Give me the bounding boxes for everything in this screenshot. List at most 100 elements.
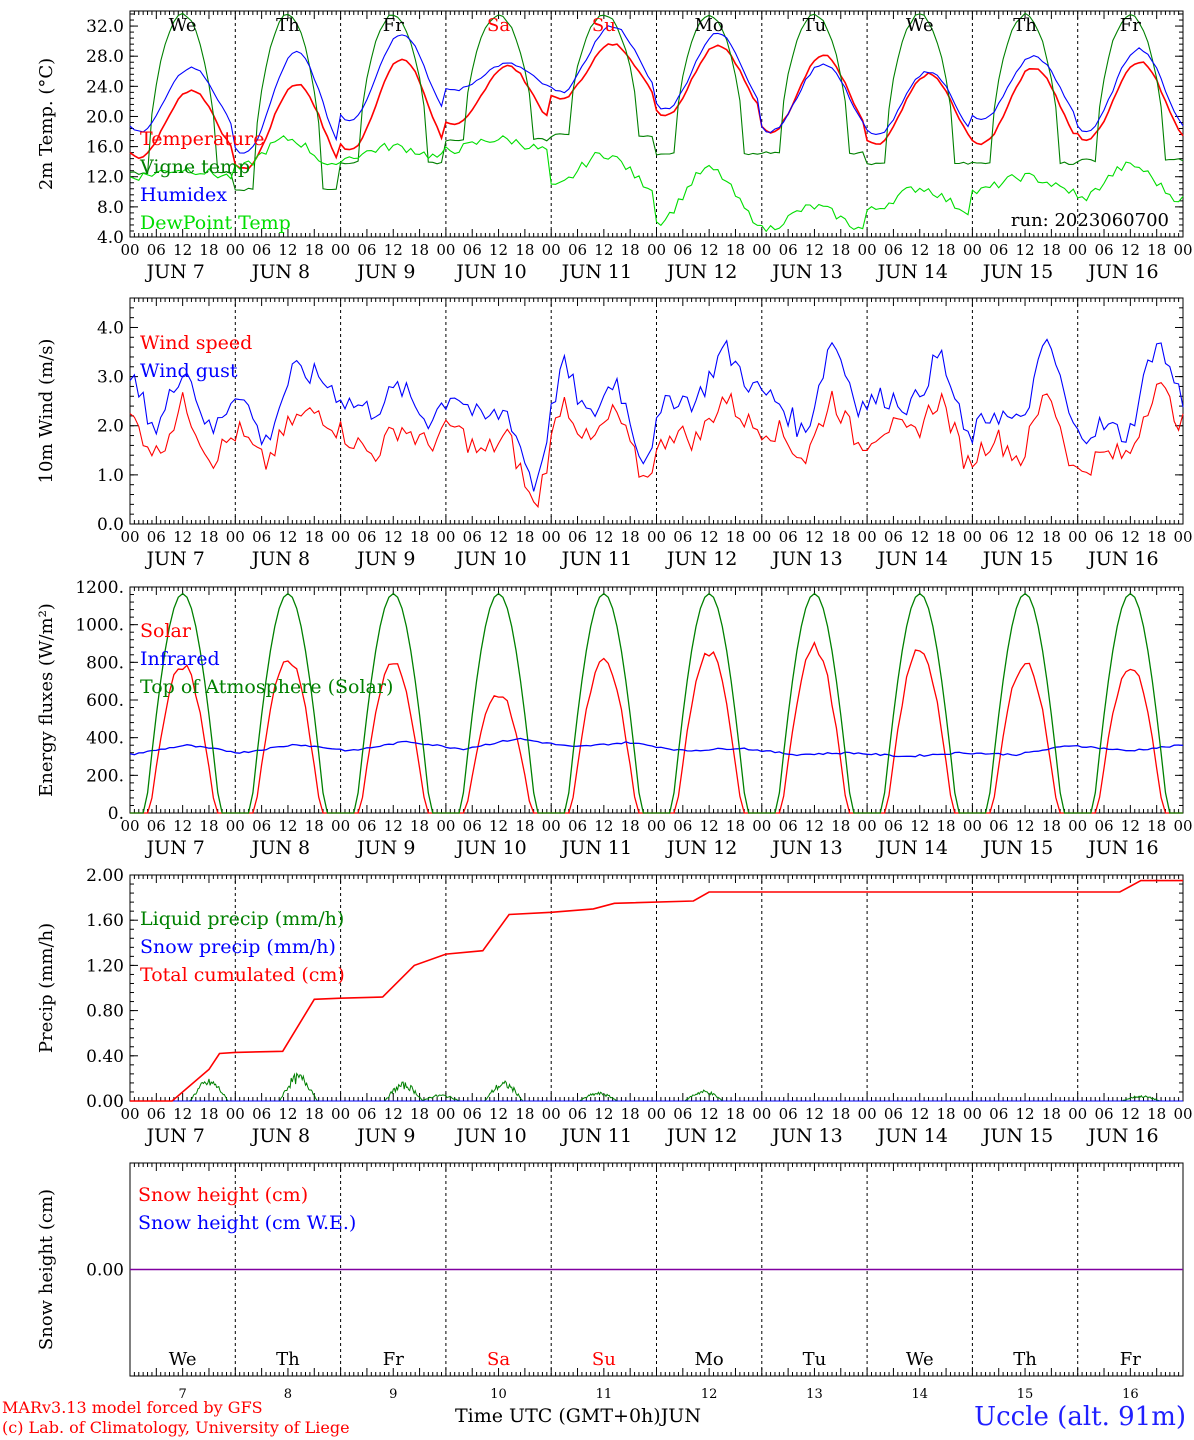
- hour-label: 12: [278, 528, 297, 546]
- hour-label: 06: [884, 817, 903, 835]
- date-label: JUN 15: [981, 837, 1053, 859]
- y-tick-label: 0.40: [86, 1047, 124, 1067]
- day-of-week-label: We: [169, 15, 197, 36]
- hour-label: 00: [436, 241, 455, 259]
- y-tick-label: 28.0: [86, 47, 124, 67]
- legend-snow-precip-mm-h-: Snow precip (mm/h): [140, 936, 336, 958]
- hour-label: 18: [515, 817, 534, 835]
- date-label: JUN 11: [560, 837, 632, 859]
- hour-label: 18: [621, 1105, 640, 1123]
- hour-label: 00: [963, 1105, 982, 1123]
- day-number-label: 8: [284, 1387, 292, 1402]
- hour-label: 12: [489, 528, 508, 546]
- hour-label: 12: [594, 1105, 613, 1123]
- hour-label: 06: [779, 528, 798, 546]
- hour-label: 06: [884, 528, 903, 546]
- hour-label: 06: [357, 1105, 376, 1123]
- y-tick-label: 1200.: [75, 578, 124, 598]
- hour-label: 00: [1068, 241, 1087, 259]
- hour-label: 06: [1094, 1105, 1113, 1123]
- hour-label: 06: [463, 1105, 482, 1123]
- y-axis-title: 10m Wind (m/s): [36, 339, 57, 484]
- date-label: JUN 12: [665, 1125, 737, 1147]
- date-label: JUN 8: [250, 1125, 310, 1147]
- hour-label: 18: [199, 241, 218, 259]
- hour-label: 00: [1068, 528, 1087, 546]
- hour-label: 00: [436, 1105, 455, 1123]
- y-tick-label: 4.0: [97, 318, 124, 338]
- date-label: JUN 11: [560, 548, 632, 570]
- y-tick-label: 1.0: [97, 466, 124, 486]
- hour-label: 12: [489, 817, 508, 835]
- panel-3: [129, 586, 1184, 814]
- date-label: JUN 13: [770, 837, 842, 859]
- y-tick-label: 3.0: [97, 368, 124, 388]
- hour-label: 00: [1173, 1105, 1192, 1123]
- hour-label: 00: [647, 817, 666, 835]
- day-of-week-label: We: [169, 1349, 197, 1370]
- day-of-week-label: Th: [276, 15, 300, 36]
- day-of-week-label: Sa: [487, 1349, 510, 1370]
- hour-label: 12: [910, 1105, 929, 1123]
- hour-label: 00: [120, 241, 139, 259]
- date-label: JUN 11: [560, 1125, 632, 1147]
- y-tick-label: 2.00: [86, 866, 124, 886]
- hour-label: 12: [700, 1105, 719, 1123]
- hour-label: 06: [673, 241, 692, 259]
- legend-top-of-atmosphere-solar-: Top of Atmosphere (Solar): [140, 676, 393, 698]
- hour-label: 12: [489, 1105, 508, 1123]
- legend-vigne-temp: Vigne temp: [139, 156, 250, 178]
- hour-label: 12: [1016, 528, 1035, 546]
- date-label: JUN 13: [770, 1125, 842, 1147]
- day-number-label: 13: [806, 1387, 823, 1402]
- date-label: JUN 8: [250, 837, 310, 859]
- series-vigne-temp: [129, 12, 1184, 192]
- hour-label: 12: [1016, 817, 1035, 835]
- y-tick-label: 4.0: [97, 228, 124, 248]
- hour-label: 00: [436, 817, 455, 835]
- hour-label: 06: [1094, 528, 1113, 546]
- hour-label: 18: [726, 241, 745, 259]
- hour-label: 18: [937, 241, 956, 259]
- hour-label: 06: [989, 528, 1008, 546]
- hour-label: 06: [673, 1105, 692, 1123]
- series-total-cumulated: [130, 879, 1183, 1102]
- hour-label: 00: [436, 528, 455, 546]
- date-label: JUN 7: [144, 837, 204, 859]
- hour-label: 18: [1042, 241, 1061, 259]
- day-of-week-label: Fr: [1120, 15, 1141, 36]
- legend-wind-speed: Wind speed: [140, 332, 252, 354]
- legend-wind-gust: Wind gust: [140, 360, 238, 382]
- date-label: JUN 10: [454, 261, 526, 283]
- hour-label: 06: [568, 241, 587, 259]
- date-label: JUN 10: [454, 837, 526, 859]
- hour-label: 06: [779, 1105, 798, 1123]
- hour-label: 12: [805, 817, 824, 835]
- legend-solar: Solar: [140, 620, 192, 642]
- y-tick-label: 1.60: [86, 911, 124, 931]
- hour-label: 12: [384, 528, 403, 546]
- day-of-week-label: We: [906, 15, 934, 36]
- legend-liquid-precip-mm-h-: Liquid precip (mm/h): [140, 908, 344, 930]
- y-tick-label: 2.0: [97, 417, 124, 437]
- panel-5: [129, 1162, 1184, 1377]
- x-axis-title: Time UTC (GMT+0h)JUN: [455, 1405, 701, 1427]
- hour-label: 18: [1147, 1105, 1166, 1123]
- hour-label: 12: [173, 817, 192, 835]
- hour-label: 12: [805, 241, 824, 259]
- run-label: run: 2023060700: [1011, 210, 1169, 231]
- hour-label: 12: [278, 241, 297, 259]
- legend-temperature: Temperature: [140, 128, 264, 150]
- hour-label: 00: [120, 1105, 139, 1123]
- hour-label: 18: [726, 817, 745, 835]
- hour-label: 18: [199, 528, 218, 546]
- hour-label: 18: [937, 817, 956, 835]
- hour-label: 12: [594, 817, 613, 835]
- y-tick-label: 800.: [86, 653, 124, 673]
- hour-label: 18: [621, 241, 640, 259]
- hour-label: 00: [858, 241, 877, 259]
- hour-label: 12: [805, 1105, 824, 1123]
- date-label: JUN 15: [981, 261, 1053, 283]
- hour-label: 12: [1016, 241, 1035, 259]
